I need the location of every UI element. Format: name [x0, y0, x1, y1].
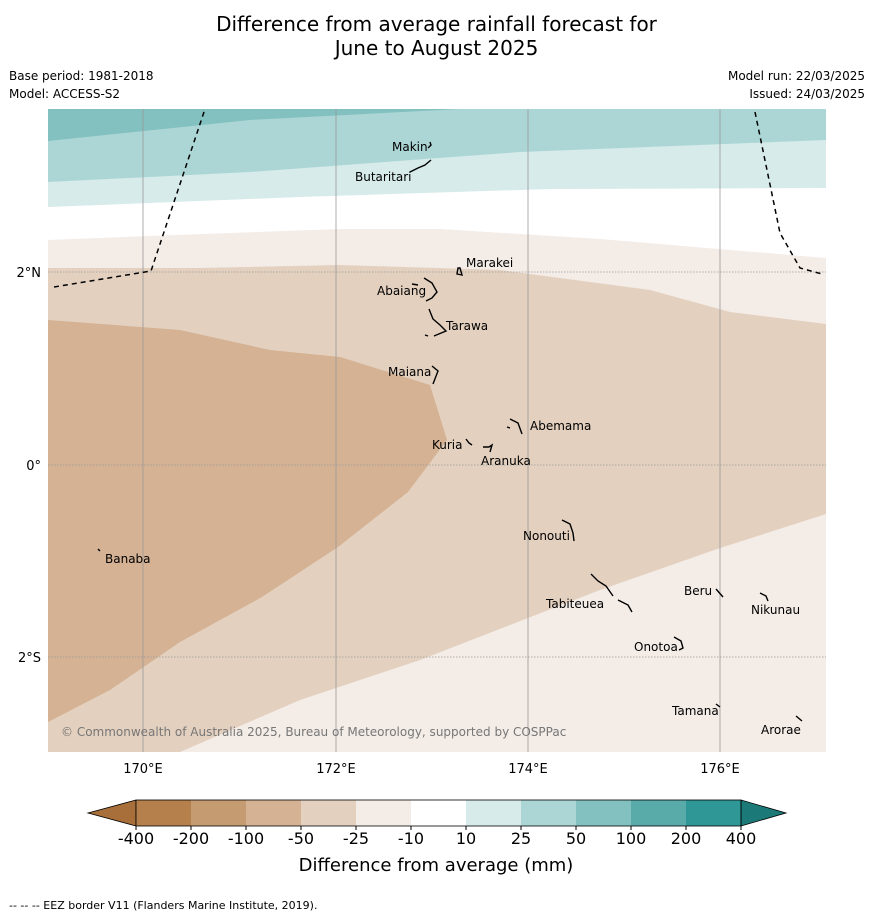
issued-date: Issued: 24/03/2025 — [749, 87, 865, 101]
place-kuria: Kuria — [432, 438, 463, 452]
band-minus50-minus100 — [48, 320, 447, 722]
place-maiana: Maiana — [388, 365, 431, 379]
legend-tick-label: 10 — [456, 829, 476, 848]
base-period: Base period: 1981-2018 — [9, 69, 154, 83]
legend-tick-label: 25 — [511, 829, 531, 848]
place-banaba: Banaba — [105, 552, 151, 566]
legend-tick-label: -200 — [173, 829, 209, 848]
legend-arrow-low — [86, 799, 137, 827]
axis-labels: 2°N 0° 2°S 170°E 172°E 174°E 176°E — [17, 266, 740, 777]
title-line-2: June to August 2025 — [334, 36, 539, 60]
eez-border — [53, 109, 823, 288]
lat-label-2s: 2°S — [18, 651, 41, 666]
legend-cell — [466, 800, 521, 826]
legend-tick-label: 100 — [616, 829, 647, 848]
legend-ticks: -400 -200 -100 -50 -25 -10 10 25 50 100 200 400 — [118, 826, 756, 848]
place-nikunau: Nikunau — [751, 603, 800, 617]
place-abemama: Abemama — [530, 419, 591, 433]
place-aranuka: Aranuka — [481, 454, 531, 468]
legend-label: Difference from average (mm) — [299, 855, 574, 876]
model-run: Model run: 22/03/2025 — [727, 69, 865, 83]
legend-cell — [136, 800, 191, 826]
lon-label-172e: 172°E — [316, 762, 356, 777]
legend-cell — [576, 800, 631, 826]
lon-label-170e: 170°E — [123, 762, 163, 777]
place-labels: Makin Butaritari Marakei Abaiang Tarawa … — [105, 140, 801, 737]
legend-cell — [246, 800, 301, 826]
place-marakei: Marakei — [466, 256, 513, 270]
place-tabiteuea: Tabiteuea — [545, 597, 604, 611]
place-beru: Beru — [684, 584, 712, 598]
legend-cell — [301, 800, 356, 826]
lat-label-0: 0° — [26, 459, 41, 474]
legend-tick-label: -100 — [228, 829, 264, 848]
legend-cell — [521, 800, 576, 826]
eez-footnote: -- -- -- EEZ border V11 (Flanders Marine… — [9, 899, 318, 912]
graticule — [48, 109, 826, 752]
place-tamana: Tamana — [671, 704, 719, 718]
lon-label-176e: 176°E — [700, 762, 740, 777]
place-onotoa: Onotoa — [634, 640, 678, 654]
model-name: Model: ACCESS-S2 — [9, 87, 121, 101]
legend-tick-label: 200 — [671, 829, 702, 848]
legend-tick-label: -50 — [288, 829, 314, 848]
legend-cell — [686, 800, 741, 826]
band-50-100 — [48, 109, 460, 141]
map-area: Makin Butaritari Marakei Abaiang Tarawa … — [48, 109, 826, 752]
place-arorae: Arorae — [761, 723, 801, 737]
legend-cells — [86, 799, 788, 827]
map-title: Difference from average rainfall forecas… — [0, 12, 873, 60]
legend-tick-label: 50 — [566, 829, 586, 848]
copyright-text: © Commonwealth of Australia 2025, Bureau… — [61, 725, 566, 739]
lat-label-2n: 2°N — [17, 266, 42, 281]
legend-cell — [631, 800, 686, 826]
legend-tick-label: -400 — [118, 829, 154, 848]
legend-cell — [191, 800, 246, 826]
legend-colorbar: -400 -200 -100 -50 -25 -10 10 25 50 100 200 400 Dif… — [86, 799, 788, 876]
legend-cell — [411, 800, 466, 826]
place-abaiang: Abaiang — [377, 284, 426, 298]
place-butaritari: Butaritari — [355, 170, 412, 184]
lon-label-174e: 174°E — [508, 762, 548, 777]
islands — [97, 141, 803, 722]
band-25-50 — [48, 109, 826, 182]
metadata-right: Model run: 22/03/2025 Issued: 24/03/2025 — [728, 67, 865, 103]
legend-tick-label: -10 — [398, 829, 424, 848]
place-tarawa: Tarawa — [445, 319, 488, 333]
place-makin: Makin — [392, 140, 428, 154]
legend-tick-label: 400 — [726, 829, 757, 848]
legend-outline — [135, 799, 742, 827]
legend-arrow-high — [740, 799, 788, 827]
legend-cell — [356, 800, 411, 826]
metadata-left: Base period: 1981-2018 Model: ACCESS-S2 — [9, 67, 154, 103]
title-line-1: Difference from average rainfall forecas… — [216, 12, 657, 36]
legend-tick-label: -25 — [343, 829, 369, 848]
place-nonouti: Nonouti — [523, 529, 570, 543]
